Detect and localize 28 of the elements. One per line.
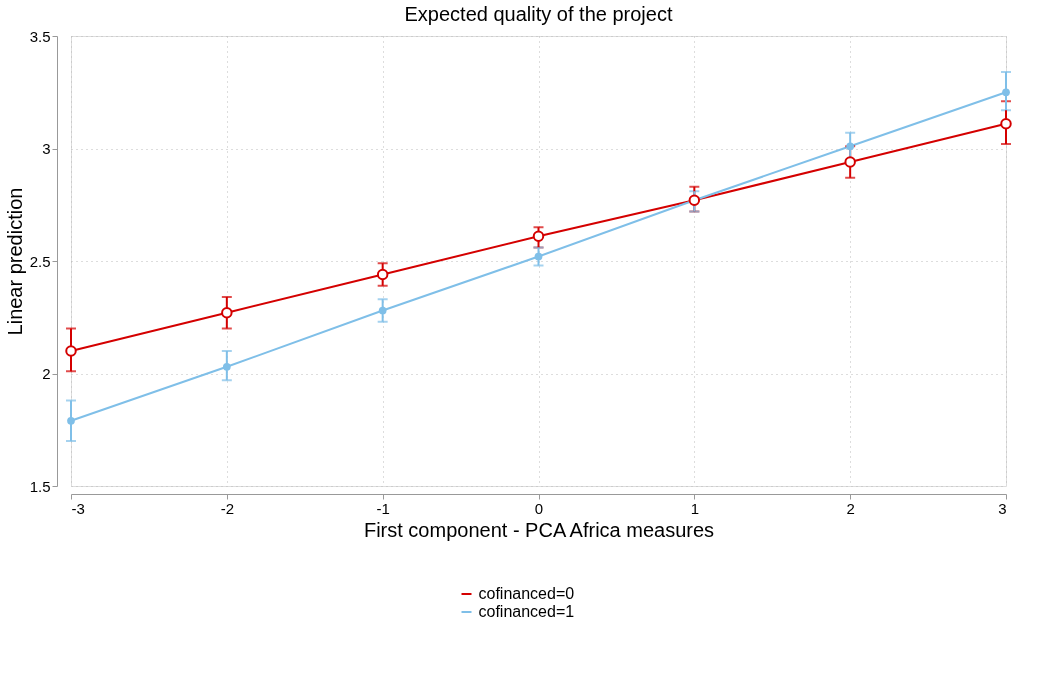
point — [1002, 88, 1010, 97]
y-tick-label: 3 — [42, 140, 51, 157]
point — [534, 252, 543, 261]
x-tick-label: 3 — [998, 499, 1007, 517]
legend-label: cofinanced=0 — [478, 585, 575, 602]
point — [1000, 118, 1012, 130]
point — [378, 306, 387, 315]
point — [532, 230, 545, 242]
point — [65, 345, 77, 357]
point — [376, 268, 389, 281]
x-tick-label: 1 — [690, 499, 700, 517]
x-tick-label: -2 — [220, 499, 235, 517]
y-tick-label: 1.5 — [29, 477, 51, 495]
x-tick-label: -3 — [71, 499, 85, 517]
point — [222, 362, 231, 371]
point — [844, 156, 856, 168]
y-tick-label: 2 — [42, 365, 51, 382]
y-tick-label: 3.5 — [29, 27, 51, 45]
y-tick-label: 2.5 — [29, 252, 51, 270]
x-tick-label: 0 — [534, 499, 544, 517]
x-axis-title: First component - PCA Africa measures — [363, 518, 715, 541]
point — [221, 307, 233, 319]
chart-title: Expected quality of the project — [404, 3, 673, 25]
x-tick-label: 2 — [846, 499, 855, 517]
legend-label: cofinanced=1 — [478, 603, 575, 620]
x-tick-label: -1 — [376, 499, 390, 517]
point — [67, 416, 75, 425]
y-axis-title: Linear prediction — [3, 187, 26, 336]
